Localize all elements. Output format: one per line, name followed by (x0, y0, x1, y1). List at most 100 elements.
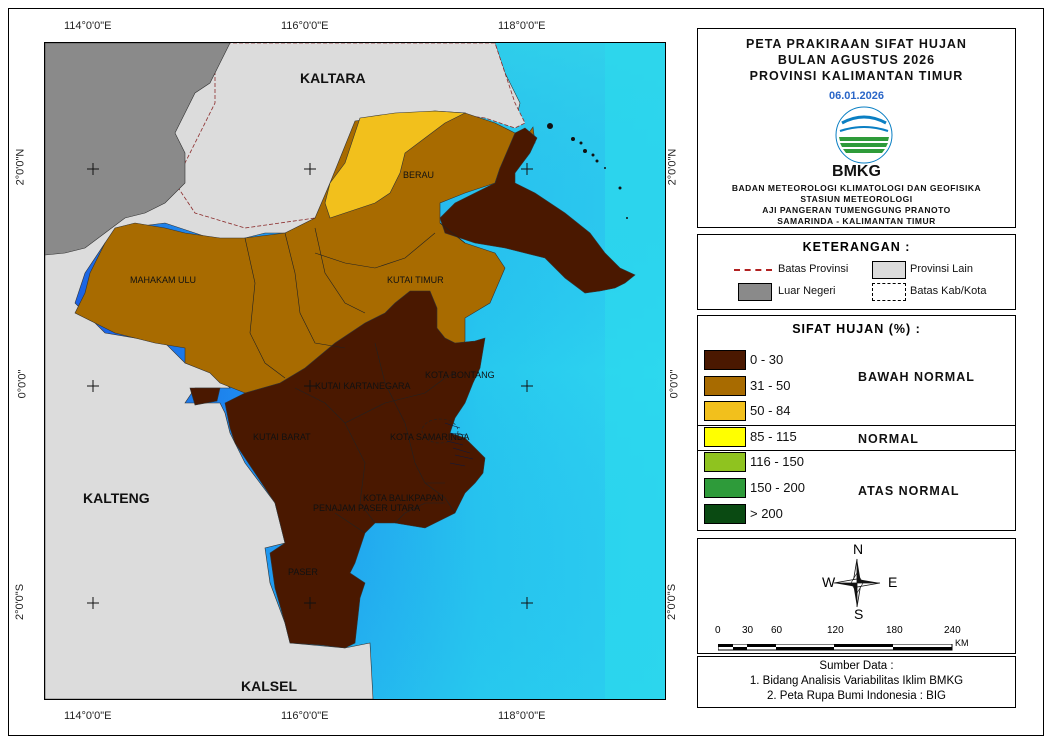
org-line2: STASIUN METEOROLOGI (800, 194, 913, 204)
sifat-hujan-panel: SIFAT HUJAN (%) : 0 - 30 31 - 50 50 - 84 85… (697, 315, 1016, 531)
region-luar-negeri (45, 43, 231, 256)
source-line2: 2. Peta Rupa Bumi Indonesia : BIG (767, 690, 946, 702)
class-swatch (704, 350, 746, 370)
category-bawah-normal: BAWAH NORMAL (858, 370, 975, 384)
label-paser: PASER (288, 567, 318, 577)
coord-bottom-116: 116°0'0"E (281, 710, 329, 722)
class-swatch (704, 426, 746, 447)
label-kota-bontang: KOTA BONTANG (425, 370, 495, 380)
mahakam-delta (444, 422, 474, 467)
class-swatch (704, 478, 746, 498)
class-label: 150 - 200 (750, 480, 805, 495)
scale-tick-120: 120 (827, 625, 844, 636)
class-swatch (704, 375, 746, 396)
label-kutai-kartanegara: KUTAI KARTANEGARA (315, 381, 411, 391)
org-line1: BADAN METEOROLOGI KLIMATOLOGI DAN GEOFIS… (731, 183, 982, 193)
bmkg-logo (834, 105, 894, 165)
region-50-84 (324, 110, 467, 219)
class-label: 0 - 30 (750, 352, 784, 367)
class-swatch (704, 401, 746, 422)
bmkg-logo-icon (835, 106, 893, 164)
class-label: > 200 (750, 505, 783, 521)
label-kalteng: KALTENG (83, 490, 150, 506)
legend-batas-provinsi: Batas Provinsi (778, 263, 849, 275)
title-line3: PROVINSI KALIMANTAN TIMUR (749, 69, 964, 83)
class-list: 0 - 30 31 - 50 50 - 84 85 - 115 116 - 150 150… (698, 347, 1015, 527)
scale-tick-180: 180 (886, 625, 903, 636)
coord-bottom-118: 118°0'0"E (498, 710, 546, 722)
batas-provinsi-line (734, 269, 772, 271)
scale-tick-60: 60 (771, 625, 783, 636)
coord-top-114: 114°0'0"E (64, 20, 112, 32)
coord-left-2n: 2°0'0"N (14, 148, 27, 186)
swatch-batas-kabkota (872, 283, 906, 301)
map-sheet-frame (8, 8, 1044, 736)
category-atas-normal: ATAS NORMAL (858, 484, 960, 498)
label-kalsel: KALSEL (241, 678, 297, 694)
coord-right-2s: 2°0'0"S (666, 583, 679, 621)
label-berau: BERAU (403, 170, 434, 180)
compass-e: E (888, 574, 898, 590)
coord-left-2s: 2°0'0"S (14, 583, 27, 621)
label-kota-balikpapan: KOTA BALIKPAPAN (363, 493, 444, 503)
label-kota-samarinda: KOTA SAMARINDA (390, 432, 469, 442)
class-label: 50 - 84 (750, 403, 791, 419)
compass-s: S (854, 606, 864, 622)
scale-unit: KM (955, 638, 969, 648)
map-area[interactable]: KALTARA KALTENG KALSEL BERAU MAHAKAM ULU… (44, 42, 666, 700)
scale-bar (717, 639, 968, 651)
class-row: 31 - 50 (698, 373, 1015, 399)
class-row: 85 - 115 (698, 424, 1015, 450)
source-line1: 1. Bidang Analisis Variabilitas Iklim BM… (749, 675, 964, 687)
title-line2: BULAN AGUSTUS 2026 (777, 53, 936, 67)
map-date: 06.01.2026 (828, 90, 885, 102)
keterangan-panel: KETERANGAN : Batas Provinsi Provinsi Lai… (697, 234, 1016, 310)
coord-left-0: 0°0'0" (16, 369, 29, 399)
compass-icon (833, 558, 881, 608)
swatch-luar-negeri (738, 283, 772, 301)
label-mahakam-ulu: MAHAKAM ULU (130, 275, 196, 285)
org-line4: SAMARINDA - KALIMANTAN TIMUR (777, 216, 936, 226)
scale-tick-0: 0 (715, 625, 721, 636)
label-penajam: PENAJAM PASER UTARA (313, 503, 420, 513)
coord-right-0: 0°0'0" (668, 369, 681, 399)
map-svg: KALTARA KALTENG KALSEL BERAU MAHAKAM ULU… (45, 43, 665, 699)
keterangan-heading: KETERANGAN : (802, 240, 911, 254)
compass-n: N (853, 541, 864, 557)
sifat-hujan-heading: SIFAT HUJAN (%) : (792, 322, 921, 336)
title-panel: PETA PRAKIRAAN SIFAT HUJAN BULAN AGUSTUS… (697, 28, 1016, 228)
scale-tick-240: 240 (944, 625, 961, 636)
class-row: 0 - 30 (698, 347, 1015, 373)
legend-provinsi-lain: Provinsi Lain (910, 263, 973, 275)
coord-right-2n: 2°0'0"N (666, 148, 679, 186)
source-panel: Sumber Data : 1. Bidang Analisis Variabi… (697, 656, 1016, 708)
class-row: > 200 (698, 501, 1015, 527)
class-swatch (704, 452, 746, 473)
class-swatch (704, 503, 746, 524)
class-label: 116 - 150 (750, 454, 804, 470)
scale-tick-30: 30 (742, 625, 754, 636)
legend-batas-kabkota: Batas Kab/Kota (910, 285, 987, 297)
label-kutai-timur: KUTAI TIMUR (387, 275, 444, 285)
class-row: 150 - 200 (698, 475, 1015, 501)
org-line3: AJI PANGERAN TUMENGGUNG PRANOTO (762, 205, 951, 215)
class-row: 50 - 84 (698, 398, 1015, 424)
coord-top-118: 118°0'0"E (498, 20, 546, 32)
bmkg-logo-text: BMKG (832, 163, 881, 180)
class-label: 85 - 115 (750, 428, 797, 444)
category-normal: NORMAL (858, 432, 919, 446)
compass-w: W (822, 574, 836, 590)
swatch-provinsi-lain (872, 261, 906, 279)
compass-scale-panel: N S E W 0 30 60 120 180 240 KM (697, 538, 1016, 654)
label-kaltara: KALTARA (300, 70, 366, 86)
coord-top-116: 116°0'0"E (281, 20, 329, 32)
compass-rose (822, 543, 892, 623)
coord-bottom-114: 114°0'0"E (64, 710, 112, 722)
class-row: 116 - 150 (698, 449, 1015, 475)
legend-luar-negeri: Luar Negeri (778, 285, 836, 297)
source-heading: Sumber Data : (819, 660, 894, 672)
graticule (87, 163, 533, 609)
islands (547, 123, 628, 219)
label-kutai-barat: KUTAI BARAT (253, 432, 311, 442)
class-label: 31 - 50 (750, 377, 791, 393)
